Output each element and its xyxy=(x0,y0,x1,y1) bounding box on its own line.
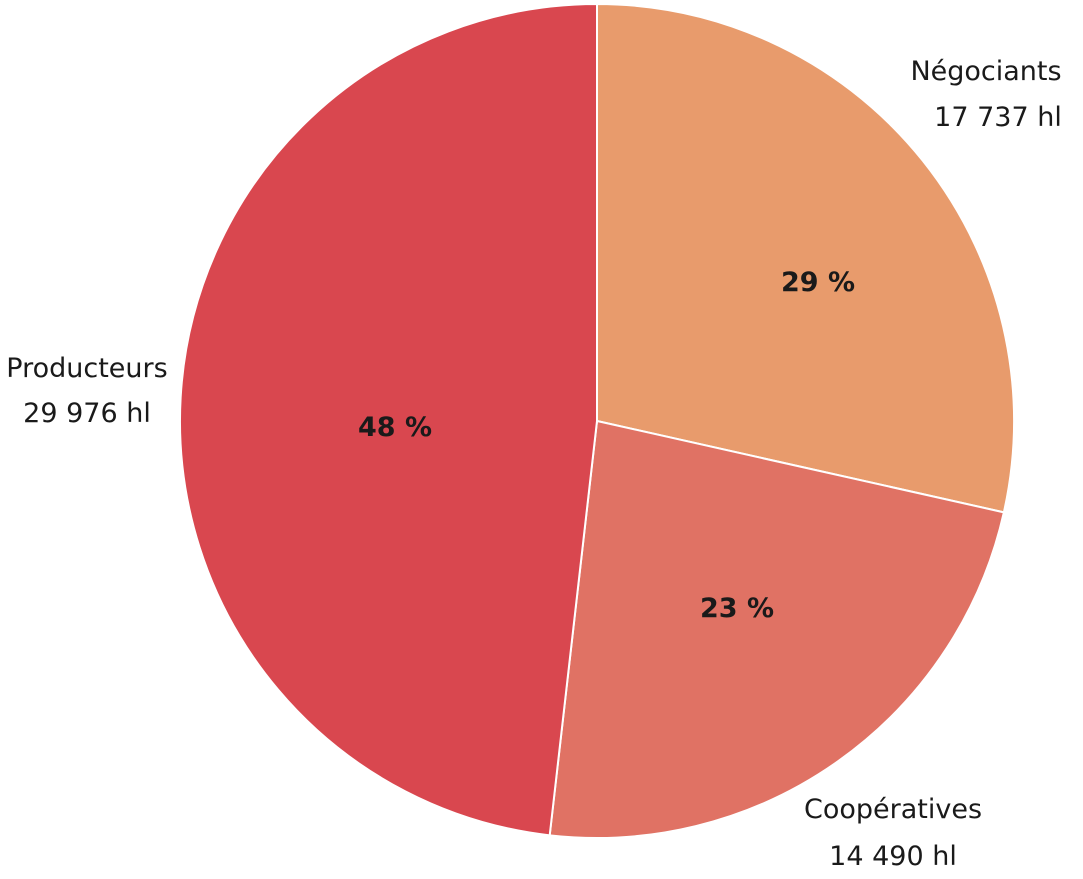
pie-slice-negociants xyxy=(596,3,1015,514)
slice-value-cooperatives: 14 490 hl xyxy=(829,841,957,872)
pie-slice-producteurs xyxy=(178,3,598,837)
slice-name-cooperatives: Coopératives xyxy=(804,794,982,825)
slice-label-cooperatives: Coopératives 14 490 hl xyxy=(804,794,982,872)
slice-name-negociants: Négociants xyxy=(910,56,1061,87)
percent-label-cooperatives: 23 % xyxy=(700,593,774,624)
pie-slices xyxy=(178,3,1015,839)
pie-slice-cooperatives xyxy=(548,420,1005,839)
slice-value-negociants: 17 737 hl xyxy=(934,102,1062,133)
slice-label-negociants: Négociants 17 737 hl xyxy=(910,56,1061,133)
percent-label-negociants: 29 % xyxy=(781,267,855,298)
slice-name-producteurs: Producteurs xyxy=(6,353,167,384)
slice-label-producteurs: Producteurs 29 976 hl xyxy=(6,353,167,429)
slice-value-producteurs: 29 976 hl xyxy=(23,398,151,429)
percent-label-producteurs: 48 % xyxy=(358,412,432,443)
